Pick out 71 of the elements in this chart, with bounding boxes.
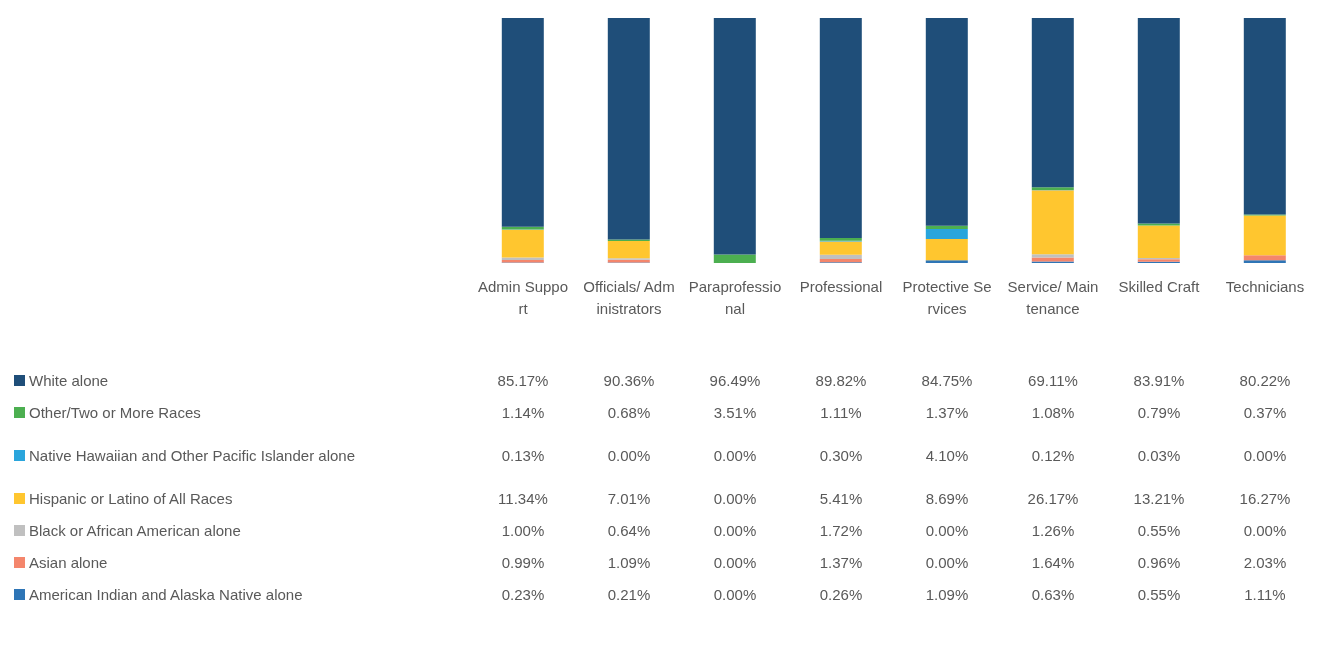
data-label: 1.09% <box>606 553 652 571</box>
data-label: 0.12% <box>1030 446 1076 464</box>
data-label: 1.64% <box>1030 553 1076 571</box>
x-tick-label: Technicians <box>1224 277 1306 297</box>
data-label: 0.37% <box>1242 403 1288 421</box>
x-tick-label: Paraprofessional <box>687 277 783 319</box>
data-label: 1.37% <box>924 403 970 421</box>
legend-label: American Indian and Alaska Native alone <box>29 585 303 603</box>
data-label: 0.00% <box>1242 446 1288 464</box>
data-label: 5.41% <box>818 489 864 507</box>
data-label: 89.82% <box>814 371 868 389</box>
data-label: 0.13% <box>500 446 546 464</box>
data-label: 0.00% <box>712 489 758 507</box>
legend-label: Other/Two or More Races <box>29 403 201 421</box>
data-label: 1.72% <box>818 521 864 539</box>
data-label: 0.55% <box>1136 521 1182 539</box>
data-label: 1.26% <box>1030 521 1076 539</box>
data-label: 96.49% <box>708 371 762 389</box>
x-tick-label: Officials/ Administrators <box>582 277 676 319</box>
data-label: 90.36% <box>602 371 656 389</box>
data-label: 69.11% <box>1027 371 1079 389</box>
data-label: 13.21% <box>1132 489 1186 507</box>
x-tick-label: Skilled Craft <box>1117 277 1201 297</box>
legend-label: Asian alone <box>29 553 108 571</box>
data-label: 7.01% <box>606 489 652 507</box>
data-label: 83.91% <box>1132 371 1186 389</box>
legend-label: Hispanic or Latino of All Races <box>29 489 233 507</box>
data-label: 0.00% <box>712 446 758 464</box>
data-label: 0.00% <box>712 585 758 603</box>
data-label: 4.10% <box>924 446 970 464</box>
data-label: 0.64% <box>606 521 652 539</box>
legend-label: White alone <box>29 371 109 389</box>
data-label: 0.30% <box>818 446 864 464</box>
data-label: 0.68% <box>606 403 652 421</box>
data-label: 0.00% <box>1242 521 1288 539</box>
data-label: 1.00% <box>500 521 546 539</box>
data-label: 8.69% <box>924 489 970 507</box>
data-label: 1.09% <box>924 585 970 603</box>
data-label: 1.11% <box>819 403 863 421</box>
data-label: 85.17% <box>496 371 550 389</box>
data-label: 11.34% <box>497 489 549 507</box>
data-label: 2.03% <box>1242 553 1288 571</box>
data-label: 1.37% <box>818 553 864 571</box>
data-label: 0.00% <box>924 553 970 571</box>
data-label: 16.27% <box>1238 489 1292 507</box>
x-tick-label: Service/ Maintenance <box>1006 277 1100 319</box>
data-label: 0.00% <box>712 553 758 571</box>
data-label: 0.63% <box>1030 585 1076 603</box>
x-tick-label: Protective Services <box>901 277 993 319</box>
data-label: 0.79% <box>1136 403 1182 421</box>
data-label: 0.21% <box>606 585 652 603</box>
data-label: 0.55% <box>1136 585 1182 603</box>
data-label: 1.11% <box>1243 585 1287 603</box>
legend-label: Native Hawaiian and Other Pacific Islander alone <box>29 446 356 464</box>
legend-label: Black or African American alone <box>29 521 241 539</box>
data-label: 0.03% <box>1136 446 1182 464</box>
data-label: 0.00% <box>924 521 970 539</box>
data-label: 0.00% <box>712 521 758 539</box>
data-label: 0.00% <box>606 446 652 464</box>
x-tick-label: Admin Support <box>476 277 570 319</box>
data-label: 0.26% <box>818 585 864 603</box>
data-label: 0.99% <box>500 553 546 571</box>
x-tick-label: Professional <box>798 277 884 297</box>
data-label: 0.96% <box>1136 553 1182 571</box>
data-label: 3.51% <box>712 403 758 421</box>
data-label: 1.14% <box>500 403 546 421</box>
data-label: 84.75% <box>920 371 974 389</box>
data-label: 1.08% <box>1030 403 1076 421</box>
data-label: 26.17% <box>1026 489 1080 507</box>
data-label: 0.23% <box>500 585 546 603</box>
data-label: 80.22% <box>1238 371 1292 389</box>
